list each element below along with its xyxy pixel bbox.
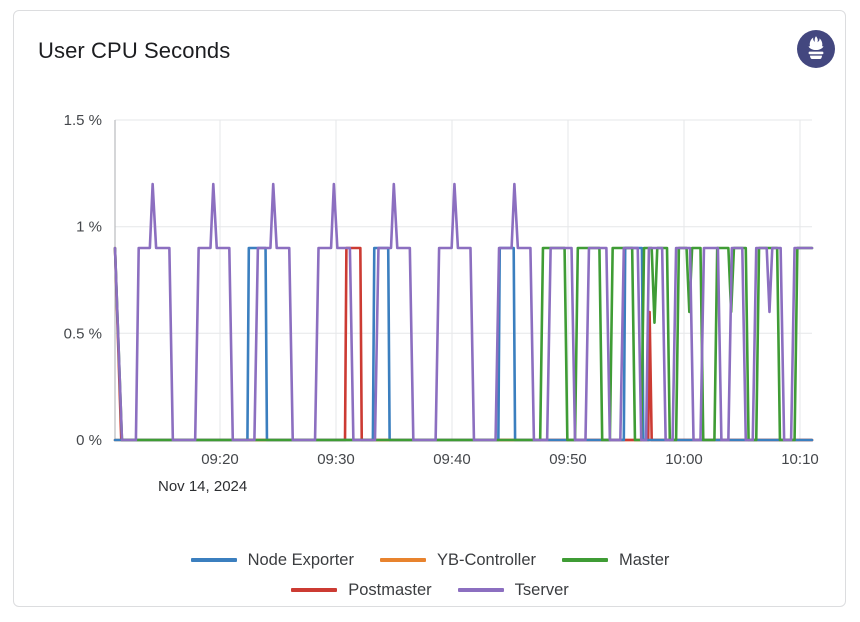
legend-item-postmaster[interactable]: Postmaster <box>291 580 432 600</box>
legend-label-tserver: Tserver <box>514 580 569 599</box>
page-title: User CPU Seconds <box>38 38 231 63</box>
legend-row-2: Postmaster Tserver <box>0 575 860 605</box>
legend-item-yb-controller[interactable]: YB-Controller <box>379 550 536 570</box>
legend-item-tserver[interactable]: Tserver <box>457 580 569 600</box>
legend-label-node-exporter: Node Exporter <box>247 550 354 569</box>
legend-label-yb-controller: YB-Controller <box>436 550 536 569</box>
chart-card <box>13 10 846 607</box>
legend-row-1: Node Exporter YB-Controller Master <box>0 545 860 575</box>
legend-item-master[interactable]: Master <box>562 551 669 570</box>
legend-swatch-yb-controller <box>379 558 426 562</box>
legend-swatch-master <box>562 558 608 562</box>
legend-swatch-node-exporter <box>190 558 237 562</box>
legend-item-node-exporter[interactable]: Node Exporter <box>190 550 354 570</box>
chart-legend: Node Exporter YB-Controller Master Postm… <box>0 545 860 605</box>
legend-label-master: Master <box>619 550 670 569</box>
legend-label-postmaster: Postmaster <box>348 580 432 599</box>
prometheus-logo-icon <box>796 29 836 69</box>
legend-swatch-postmaster <box>291 588 338 592</box>
legend-swatch-tserver <box>457 588 504 592</box>
